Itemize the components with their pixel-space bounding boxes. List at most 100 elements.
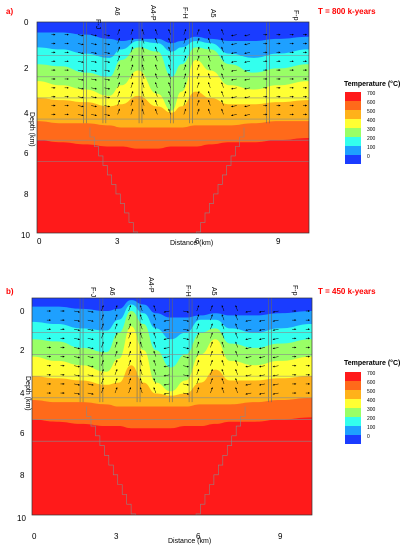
flow-arrow xyxy=(244,105,251,108)
flow-arrow xyxy=(221,314,225,321)
flow-arrow xyxy=(210,332,213,339)
flow-arrow xyxy=(244,69,251,72)
well-label-a4p: A4-P xyxy=(147,277,154,293)
flow-arrow xyxy=(101,350,104,357)
flow-arrow xyxy=(141,99,145,106)
flow-arrow xyxy=(153,323,157,330)
colorbar-swatch xyxy=(345,426,361,435)
well-label-fh: F-H xyxy=(184,285,191,297)
flow-arrow xyxy=(141,64,145,71)
flow-arrow xyxy=(196,359,200,366)
flow-arrow xyxy=(196,46,200,53)
flow-arrow xyxy=(155,55,158,62)
flow-arrow xyxy=(141,90,145,97)
flow-arrow xyxy=(153,368,157,375)
flow-arrow xyxy=(183,73,187,80)
flow-arrow xyxy=(183,46,187,53)
flow-arrow xyxy=(196,323,200,330)
colorbar-swatch xyxy=(345,399,361,408)
flow-arrow xyxy=(87,347,94,350)
panel-a: F-J A6 A4-P F-H A5 F-p a) T = 800 k-year… xyxy=(6,5,400,247)
flow-arrow xyxy=(235,359,238,366)
flow-arrow xyxy=(272,356,279,359)
flow-arrow xyxy=(221,37,224,44)
flow-arrow xyxy=(117,46,120,53)
flow-arrow xyxy=(210,387,213,394)
colorbar-title: Temperature (°C) xyxy=(344,80,400,88)
y-axis-label: Depth (km) xyxy=(24,376,31,411)
flow-arrow xyxy=(139,341,143,348)
flow-arrow xyxy=(231,52,237,55)
flow-arrow xyxy=(258,392,265,395)
flow-arrow xyxy=(235,323,238,330)
colorbar-swatch xyxy=(345,101,361,110)
flow-arrow xyxy=(196,108,200,115)
flow-arrow xyxy=(155,64,158,71)
flow-arrow xyxy=(258,338,265,341)
flow-arrow xyxy=(87,383,94,386)
flow-arrow xyxy=(117,37,120,44)
flow-arrow xyxy=(258,347,265,350)
flow-arrow xyxy=(196,305,200,312)
flow-arrow xyxy=(101,323,104,330)
flow-arrow xyxy=(117,64,120,71)
y-tick-label: 4 xyxy=(24,109,29,118)
well-label-a6: A6 xyxy=(108,287,115,296)
grid-lines xyxy=(32,332,312,515)
flow-arrow xyxy=(196,378,200,385)
flow-arrow xyxy=(168,90,171,97)
flow-arrow xyxy=(104,114,111,117)
flow-arrow xyxy=(235,378,238,385)
flow-arrow xyxy=(207,55,211,62)
flow-arrow xyxy=(207,108,211,115)
flow-arrow xyxy=(258,383,265,386)
colorbar-swatch xyxy=(345,128,361,137)
flow-arrow xyxy=(272,392,279,395)
flow-arrow xyxy=(139,368,143,375)
flow-arrow xyxy=(77,61,84,63)
flow-arrow xyxy=(141,108,145,115)
flow-arrow xyxy=(155,37,158,44)
flow-arrow xyxy=(117,28,120,35)
colorbar-tick-label: 100 xyxy=(367,145,376,151)
flow-arrow xyxy=(258,365,265,368)
x-tick-label: 6 xyxy=(196,532,201,541)
colorbar-tick-label: 300 xyxy=(367,407,376,413)
flow-arrow xyxy=(272,310,279,313)
flow-arrow xyxy=(183,365,190,368)
flow-arrow xyxy=(141,37,145,44)
y-axis-label: Depth (km) xyxy=(28,112,35,147)
fault-outline xyxy=(196,127,245,233)
flow-arrow xyxy=(210,314,213,321)
flow-arrow xyxy=(77,52,84,55)
flow-arrow xyxy=(221,341,225,348)
flow-arrow xyxy=(244,78,251,81)
flow-arrow xyxy=(130,108,134,115)
flow-arrow xyxy=(101,378,104,385)
flow-arrow xyxy=(196,350,200,357)
flow-arrow xyxy=(210,323,213,330)
flow-arrow xyxy=(196,341,200,348)
flow-arrow xyxy=(258,329,265,332)
x-tick-label: 6 xyxy=(195,237,200,246)
flow-arrow xyxy=(244,96,251,99)
flow-arrow xyxy=(245,319,252,322)
flow-arrow xyxy=(117,108,120,115)
time-label: T = 800 k-years xyxy=(318,7,376,16)
flow-arrow xyxy=(153,305,157,312)
flow-arrow xyxy=(221,64,224,71)
flow-arrow xyxy=(155,90,158,97)
flow-arrow xyxy=(231,43,237,46)
flow-arrow xyxy=(163,365,170,368)
flow-arrow xyxy=(235,387,238,394)
flow-arrow xyxy=(91,43,97,46)
flow-arrow xyxy=(221,82,224,88)
flow-arrow xyxy=(258,319,265,322)
flow-arrow xyxy=(163,347,170,350)
x-tick-label: 0 xyxy=(32,532,37,541)
flow-arrow xyxy=(155,82,158,88)
flow-arrow xyxy=(231,105,237,108)
flow-arrow xyxy=(244,34,251,37)
colorbar-tick-label: 200 xyxy=(367,136,376,142)
